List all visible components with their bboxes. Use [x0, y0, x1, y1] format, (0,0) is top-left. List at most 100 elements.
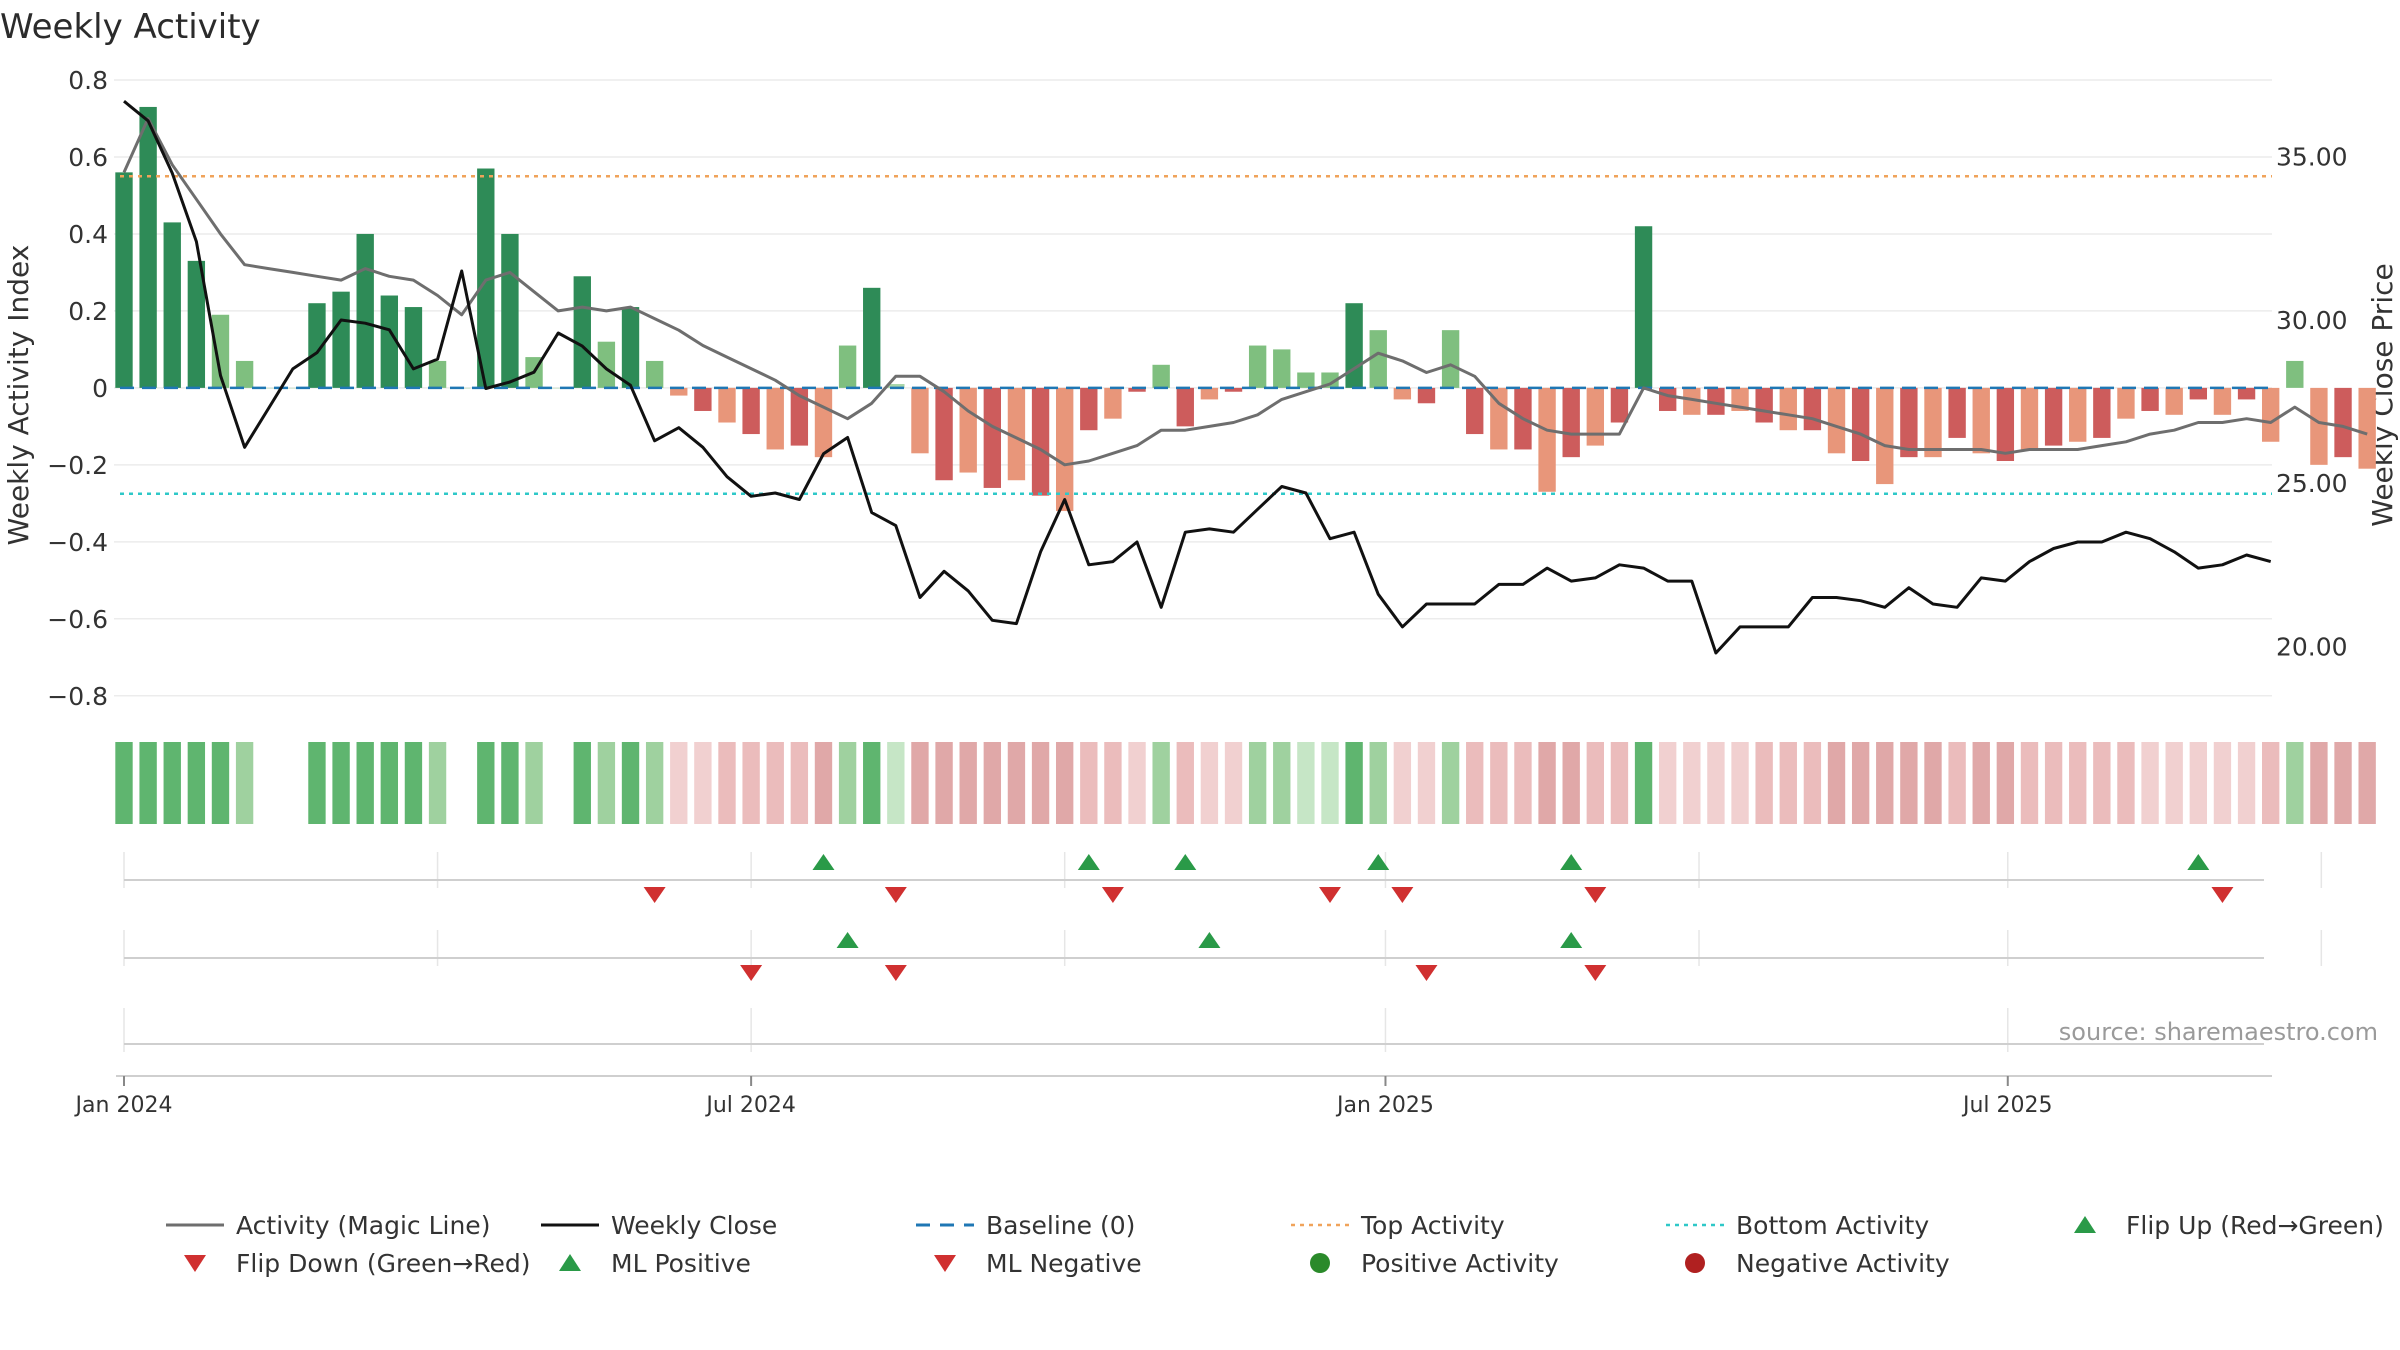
strip-cell: [1055, 742, 1074, 824]
legend-swatch: [559, 1254, 581, 1271]
strip-cell: [1490, 742, 1508, 824]
activity-bar: [1080, 387, 1098, 431]
x-tick-label: Jul 2025: [1961, 1093, 2053, 1118]
activity-bar: [790, 387, 809, 446]
activity-bar: [1152, 364, 1170, 388]
activity-bar: [2189, 387, 2208, 400]
strip-cell: [1803, 742, 1822, 824]
axes-layer: 0.8 0.6 0.4 0.2 0 −0.2 −0.4 −0.6 −0.8 35.00 30.00 2…: [47, 66, 2347, 1118]
legend-label: Activity (Magic Line): [236, 1211, 490, 1240]
activity-bar: [428, 360, 447, 388]
strip-cell: [1176, 742, 1194, 824]
strip-cell: [838, 742, 857, 824]
strip-cell: [2093, 742, 2111, 824]
strip-cell: [1466, 742, 1484, 824]
flip-down-marker: [643, 887, 666, 903]
strip-cell: [1200, 742, 1219, 824]
activity-bar: [766, 387, 784, 450]
strip-cell: [356, 742, 374, 824]
strip-cell: [1610, 742, 1629, 824]
activity-bar: [670, 387, 688, 396]
legend-swatch: [1685, 1253, 1705, 1273]
strip-cell: [1080, 742, 1098, 824]
strip-cell: [2189, 742, 2208, 824]
strip-cell: [983, 742, 1002, 824]
strip-cell: [1924, 742, 1942, 824]
legend-item: Activity (Magic Line): [166, 1211, 490, 1240]
legend-label: Flip Up (Red→Green): [2126, 1211, 2384, 1240]
activity-bar: [1417, 387, 1436, 404]
activity-bar: [2020, 387, 2039, 450]
y-tick-label: 0.4: [68, 220, 108, 249]
strip-cell: [284, 742, 302, 824]
strip-cell: [1972, 742, 1990, 824]
strip-cell: [1224, 742, 1243, 824]
x-tick-label: Jul 2024: [704, 1093, 796, 1118]
strip-cell: [935, 742, 953, 824]
strip-cell: [115, 742, 133, 824]
activity-bar: [1248, 345, 1267, 388]
bars-layer: [115, 106, 2376, 512]
legend-item: Top Activity: [1291, 1211, 1505, 1240]
ml-down-marker: [1584, 965, 1607, 981]
strip-cell: [1562, 742, 1580, 824]
strip-cell: [1441, 742, 1460, 824]
strip-cell: [1731, 742, 1749, 824]
strip-cell: [766, 742, 784, 824]
activity-bar: [1658, 387, 1677, 411]
activity-bar: [1755, 387, 1773, 423]
strip-cell: [1417, 742, 1436, 824]
flip-down-marker: [1319, 887, 1341, 903]
activity-bar: [356, 233, 374, 388]
magic-line: [122, 117, 2368, 467]
activity-bar: [597, 341, 616, 388]
activity-bar: [332, 291, 350, 388]
activity-bar: [1924, 387, 1942, 458]
strip-cell: [1273, 742, 1291, 824]
strip-cell: [1345, 742, 1363, 824]
activity-bar: [211, 314, 230, 388]
activity-bar: [235, 360, 254, 388]
legend-label: ML Positive: [611, 1249, 751, 1278]
strip-cell: [790, 742, 809, 824]
strip-cell: [1707, 742, 1725, 824]
flip-down-marker: [1391, 887, 1414, 903]
activity-bar: [1851, 387, 1870, 461]
flip-up-marker: [1077, 854, 1100, 870]
activity-bar: [1586, 387, 1605, 446]
activity-bar: [911, 387, 929, 454]
strip-cell: [452, 742, 471, 824]
strip-cell: [2117, 742, 2135, 824]
activity-bar: [1996, 387, 2015, 461]
y-tick-label: −0.8: [47, 682, 108, 711]
ml-down-marker: [1415, 965, 1438, 981]
activity-bar: [404, 307, 423, 388]
strip-cell: [549, 742, 567, 824]
legend-swatch: [2074, 1216, 2096, 1233]
activity-bar: [139, 106, 157, 388]
strip-cell: [621, 742, 640, 824]
ml-up-marker: [836, 932, 859, 948]
y-tick-label: 0.6: [68, 143, 108, 172]
activity-bar: [187, 260, 206, 388]
strip-cell: [235, 742, 254, 824]
activity-bar: [1466, 387, 1484, 435]
y2-tick-label: 25.00: [2276, 469, 2348, 498]
strip-cell: [670, 742, 688, 824]
activity-bar: [380, 295, 399, 388]
activity-bar: [1224, 387, 1243, 392]
activity-bar: [1369, 330, 1387, 388]
strip-cell: [501, 742, 519, 824]
activity-bar: [645, 360, 664, 388]
activity-bar: [2334, 387, 2352, 458]
activity-bar: [2069, 387, 2087, 442]
strip-cell: [1755, 742, 1773, 824]
strip-cell: [1586, 742, 1605, 824]
activity-bar: [1876, 387, 1894, 485]
strip-cell: [260, 742, 278, 824]
activity-bar: [935, 387, 953, 481]
ml-down-marker: [740, 965, 763, 981]
strip-cell: [308, 742, 326, 824]
activity-bar: [1827, 387, 1846, 454]
